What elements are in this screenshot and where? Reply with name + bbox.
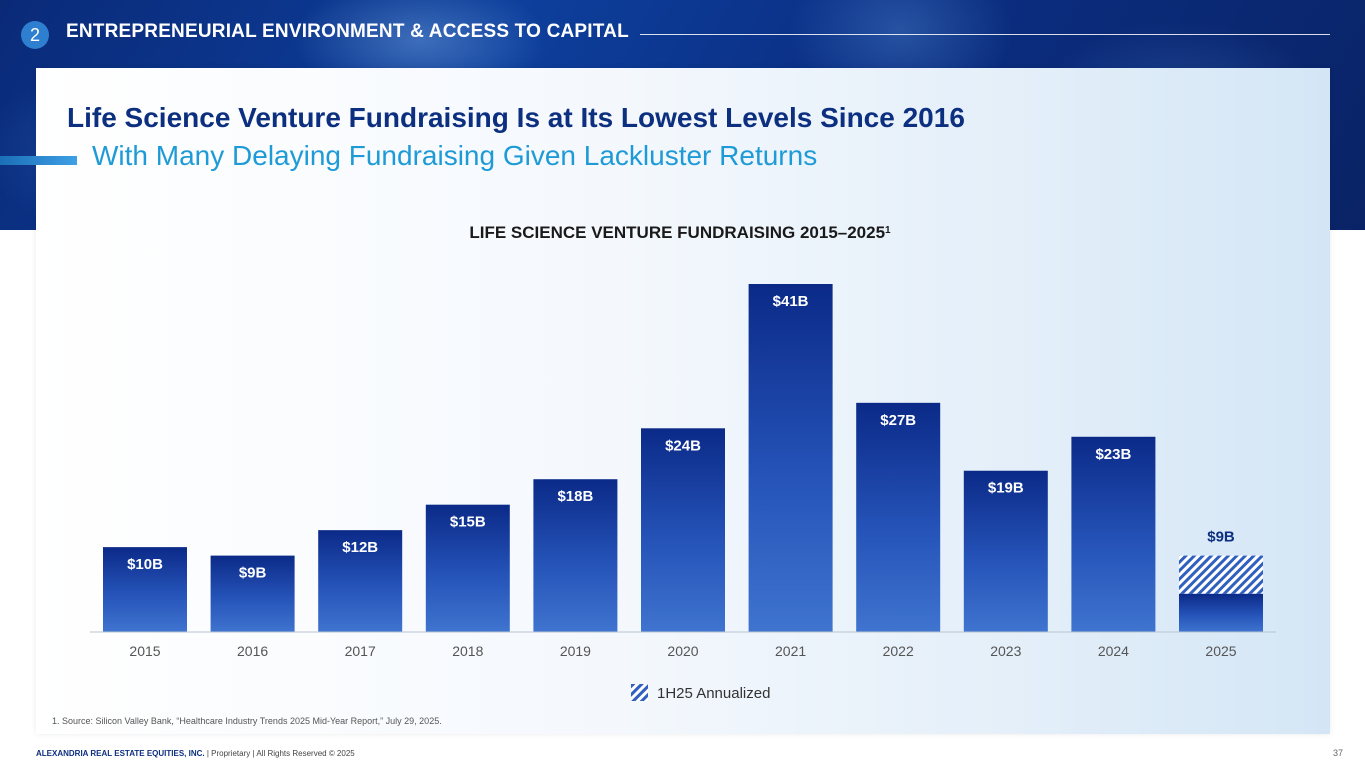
chart-legend: 1H25 Annualized bbox=[631, 684, 770, 702]
data-label-2023: $19B bbox=[988, 480, 1024, 497]
section-divider bbox=[640, 34, 1330, 35]
bar-2017 bbox=[318, 530, 403, 632]
page-subtitle: With Many Delaying Fundraising Given Lac… bbox=[92, 140, 818, 171]
x-tick-label-2025: 2025 bbox=[1205, 643, 1236, 659]
chart-title-text: LIFE SCIENCE VENTURE FUNDRAISING 2015–20… bbox=[469, 223, 885, 242]
data-label-2020: $24B bbox=[665, 437, 701, 454]
bar-2024 bbox=[1071, 436, 1156, 632]
x-tick-label-2020: 2020 bbox=[667, 643, 698, 659]
x-tick-label-2024: 2024 bbox=[1098, 643, 1129, 659]
data-label-2024: $23B bbox=[1095, 446, 1131, 463]
x-tick-label-2021: 2021 bbox=[775, 643, 806, 659]
bar-2019 bbox=[533, 479, 618, 632]
page-title: Life Science Venture Fundraising Is at I… bbox=[67, 102, 965, 133]
bar-2015 bbox=[103, 547, 187, 632]
bar-2021 bbox=[748, 284, 833, 632]
data-label-2022: $27B bbox=[880, 412, 916, 429]
bar-2022 bbox=[856, 402, 941, 632]
x-tick-label-2015: 2015 bbox=[129, 643, 160, 659]
bar-2018 bbox=[425, 504, 510, 632]
chart-title: LIFE SCIENCE VENTURE FUNDRAISING 2015–20… bbox=[469, 223, 891, 242]
data-label-2018: $15B bbox=[450, 514, 486, 531]
bar-2016 bbox=[210, 555, 295, 632]
chart-title-footnote-ref: 1 bbox=[885, 225, 891, 236]
data-label-2019: $18B bbox=[557, 488, 593, 505]
bar-2025-annualized-portion bbox=[1179, 555, 1263, 594]
x-tick-label-2023: 2023 bbox=[990, 643, 1021, 659]
title-accent-bar bbox=[0, 156, 77, 165]
x-tick-label-2022: 2022 bbox=[883, 643, 914, 659]
data-label-2015: $10B bbox=[127, 556, 163, 573]
data-label-2016: $9B bbox=[239, 565, 267, 582]
x-tick-label-2018: 2018 bbox=[452, 643, 483, 659]
bar-2025 bbox=[1179, 593, 1263, 632]
legend-label: 1H25 Annualized bbox=[657, 685, 770, 702]
footer: ALEXANDRIA REAL ESTATE EQUITIES, INC. | … bbox=[36, 749, 355, 758]
data-label-2021: $41B bbox=[773, 293, 809, 310]
bar-2020 bbox=[641, 428, 725, 632]
section-number-badge: 2 bbox=[21, 21, 49, 49]
bar-2023 bbox=[963, 470, 1048, 632]
x-tick-label-2019: 2019 bbox=[560, 643, 591, 659]
source-footnote: 1. Source: Silicon Valley Bank, “Healthc… bbox=[52, 716, 442, 726]
x-tick-label-2016: 2016 bbox=[237, 643, 268, 659]
page-number: 37 bbox=[1333, 748, 1344, 758]
footer-rights: | Proprietary | All Rights Reserved © 20… bbox=[204, 749, 355, 758]
legend-swatch-hatched bbox=[631, 684, 648, 701]
data-label-2017: $12B bbox=[342, 539, 378, 556]
data-label-2025: $9B bbox=[1207, 529, 1235, 546]
x-tick-label-2017: 2017 bbox=[345, 643, 376, 659]
section-title: ENTREPRENEURIAL ENVIRONMENT & ACCESS TO … bbox=[66, 21, 629, 42]
footer-company: ALEXANDRIA REAL ESTATE EQUITIES, INC. bbox=[36, 749, 205, 758]
